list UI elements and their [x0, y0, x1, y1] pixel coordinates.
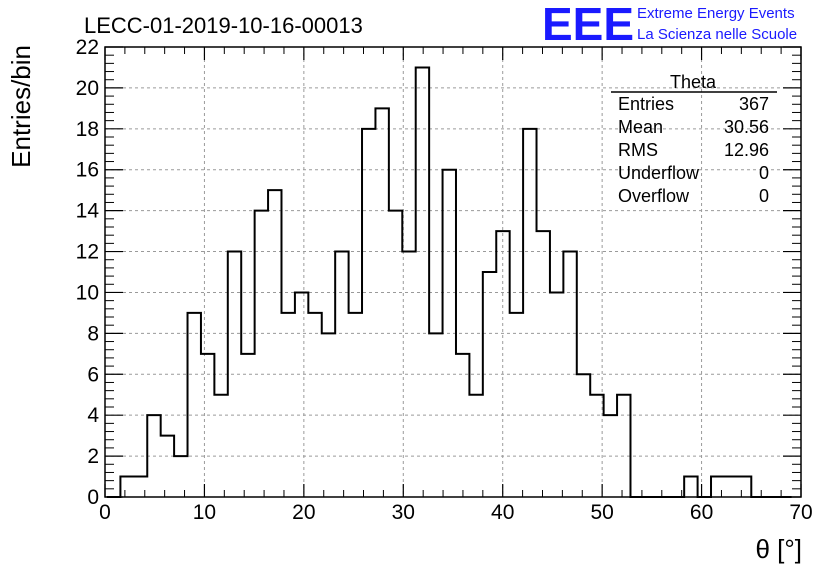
x-tick-label: 60 [690, 501, 713, 524]
y-axis-title: Entries/bin [6, 45, 36, 168]
y-tick-label: 20 [76, 77, 99, 100]
stats-label-overflow: Overflow [618, 186, 690, 206]
tick-labels-layer: 0 10 20 30 40 50 60 70 0 2 4 6 8 10 12 14 16 18 20 22 [76, 36, 813, 524]
y-tick-label: 8 [87, 322, 99, 345]
stats-label-mean: Mean [618, 117, 663, 137]
stats-label-underflow: Underflow [618, 163, 700, 183]
logo-mark: EEE [542, 0, 634, 50]
x-tick-label: 10 [193, 501, 216, 524]
stats-label-rms: RMS [618, 140, 658, 160]
x-tick-label: 50 [590, 501, 613, 524]
y-tick-label: 6 [87, 363, 99, 386]
grid-layer [105, 47, 801, 497]
stats-title: Theta [670, 72, 717, 92]
logo-line-1: Extreme Energy Events [637, 5, 795, 22]
histogram-outline [106, 66, 792, 498]
stats-box: Theta Entries 367 Mean 30.56 RMS 12.96 U… [611, 72, 777, 206]
stats-value-underflow: 0 [759, 163, 769, 183]
x-tick-label: 70 [789, 501, 812, 524]
y-tick-label: 22 [76, 36, 99, 59]
y-tick-label: 14 [76, 200, 100, 223]
stats-value-mean: 30.56 [724, 117, 769, 137]
ticks-layer [104, 46, 802, 498]
y-tick-label: 16 [76, 159, 99, 182]
stats-value-overflow: 0 [759, 186, 769, 206]
y-tick-label: 0 [87, 486, 99, 509]
logo-line-2: La Scienza nelle Scuole [637, 26, 797, 43]
y-tick-label: 10 [76, 281, 99, 304]
x-axis-title: θ [°] [755, 534, 802, 564]
y-tick-label: 2 [87, 445, 99, 468]
x-tick-label: 20 [292, 501, 315, 524]
stats-value-entries: 367 [739, 94, 769, 114]
x-tick-label: 30 [392, 501, 415, 524]
x-tick-label: 0 [99, 501, 111, 524]
y-tick-label: 18 [76, 118, 99, 141]
y-tick-label: 4 [87, 404, 99, 427]
x-tick-label: 40 [491, 501, 514, 524]
plot-frame [104, 46, 802, 498]
stats-label-entries: Entries [618, 94, 674, 114]
y-tick-label: 12 [76, 241, 99, 264]
chart-title: LECC-01-2019-10-16-00013 [84, 13, 363, 38]
stats-value-rms: 12.96 [724, 140, 769, 160]
logo: EEE Extreme Energy Events La Scienza nel… [542, 0, 797, 50]
